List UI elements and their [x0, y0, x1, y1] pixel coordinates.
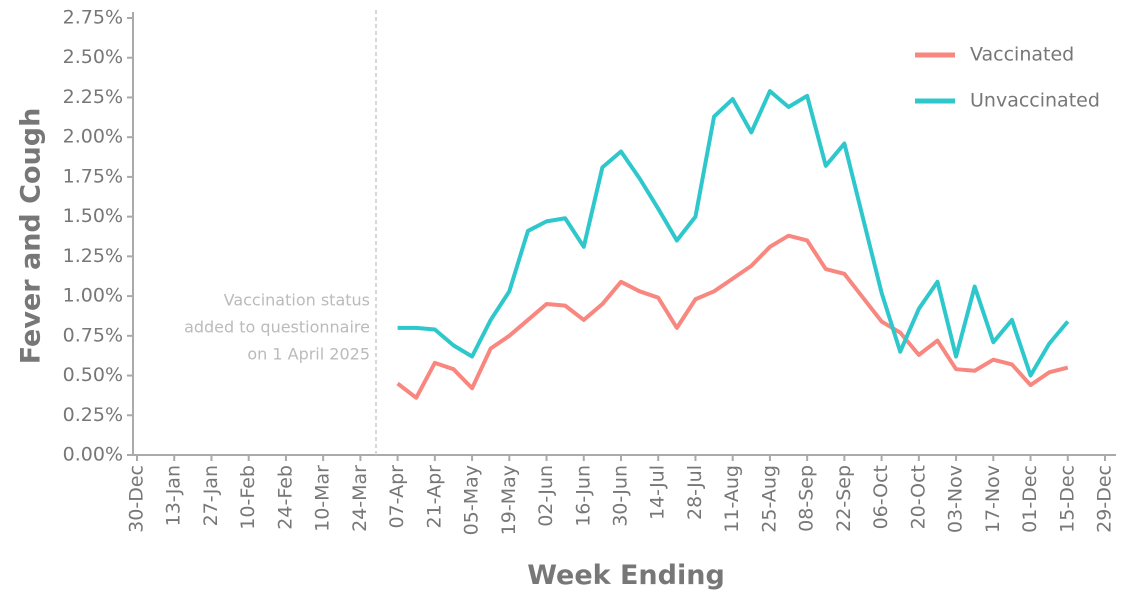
annotation: on 1 April 2025: [247, 345, 370, 364]
x-tick-label: 17-Nov: [982, 465, 1004, 533]
x-tick-label: 28-Jul: [684, 465, 706, 520]
y-tick-label: 2.00%: [63, 126, 123, 148]
x-tick-label: 06-Oct: [870, 465, 892, 529]
x-tick-label: 20-Oct: [907, 465, 929, 529]
x-tick-label: 29-Dec: [1094, 465, 1116, 533]
x-tick-label: 22-Sep: [833, 465, 855, 532]
legend-label: Unvaccinated: [970, 90, 1100, 112]
y-tick-label: 0.00%: [63, 444, 123, 466]
x-tick-label: 24-Mar: [349, 465, 371, 532]
x-tick-label: 14-Jul: [647, 465, 669, 520]
y-tick-label: 2.25%: [63, 86, 123, 108]
x-tick-label: 10-Feb: [237, 465, 259, 530]
legend-label: Vaccinated: [970, 44, 1074, 66]
y-tick-label: 2.75%: [63, 7, 123, 29]
x-tick-label: 03-Nov: [945, 465, 967, 533]
x-tick-label: 24-Feb: [274, 465, 296, 530]
x-tick-label: 27-Jan: [200, 465, 222, 526]
x-tick-label: 15-Dec: [1056, 465, 1078, 533]
x-axis-title: Week Ending: [527, 560, 725, 591]
y-axis-title: Fever and Cough: [16, 108, 47, 365]
y-tick-label: 1.75%: [63, 165, 123, 187]
y-tick-label: 0.50%: [63, 364, 123, 386]
x-tick-label: 16-Jun: [572, 465, 594, 527]
x-tick-label: 08-Sep: [796, 465, 818, 532]
x-tick-label: 11-Aug: [721, 465, 743, 533]
x-tick-label: 30-Dec: [126, 465, 148, 533]
x-tick-label: 05-May: [461, 465, 483, 535]
x-tick-label: 25-Aug: [758, 465, 780, 533]
y-tick-label: 1.00%: [63, 285, 123, 307]
annotation: Vaccination status: [224, 291, 370, 310]
annotation: added to questionnaire: [184, 318, 370, 337]
y-tick-label: 2.50%: [63, 46, 123, 68]
series-line: [396, 233, 1069, 400]
x-tick-label: 19-May: [498, 465, 520, 535]
y-tick-label: 0.25%: [63, 404, 123, 426]
x-tick-label: 21-Apr: [423, 465, 445, 529]
x-tick-label: 13-Jan: [163, 465, 185, 526]
x-tick-label: 01-Dec: [1019, 465, 1041, 533]
series-line: [397, 89, 1070, 378]
x-tick-label: 02-Jun: [535, 465, 557, 527]
x-tick-label: 30-Jun: [610, 465, 632, 527]
y-tick-label: 0.75%: [63, 324, 123, 346]
x-tick-label: 07-Apr: [386, 465, 408, 529]
y-tick-label: 1.50%: [63, 205, 123, 227]
y-tick-label: 1.25%: [63, 245, 123, 267]
x-tick-label: 10-Mar: [312, 465, 334, 532]
